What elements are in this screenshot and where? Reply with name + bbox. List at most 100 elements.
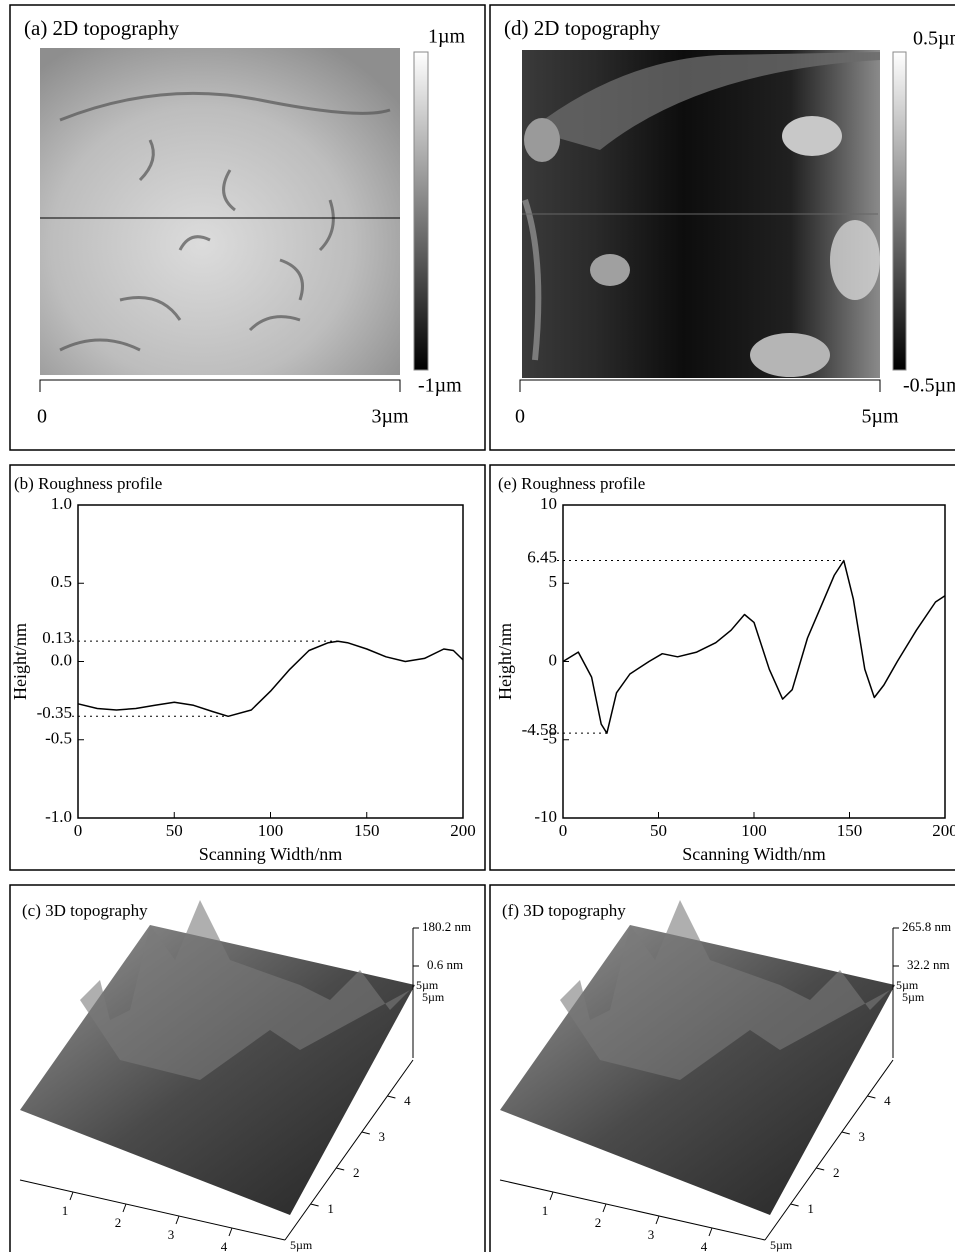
colorbar-min: -0.5µm	[903, 375, 955, 397]
x-tick-label: 2	[595, 1215, 602, 1230]
topography-image	[40, 48, 400, 375]
panel-title: (f) 3D topography	[502, 901, 626, 920]
plot-frame	[562, 504, 946, 819]
y-tick-label: 4	[884, 1093, 891, 1108]
x-tick-label: 150	[837, 821, 863, 840]
x-tick-label: 200	[932, 821, 955, 840]
x-tick-label: 3	[648, 1227, 655, 1242]
scale-bar	[519, 379, 881, 392]
x-tick	[69, 1191, 74, 1201]
colorbar-min: -1µm	[418, 375, 462, 397]
colorbar-max: 0.5µm	[913, 28, 955, 50]
z-tick-label: 32.2 nm	[907, 957, 950, 972]
scale-start: 0	[37, 406, 47, 428]
annotation-label: -0.35	[37, 703, 72, 722]
x-tick-label: 0	[74, 821, 83, 840]
chart-title: (e) Roughness profile	[498, 474, 645, 493]
y-axis	[284, 1059, 414, 1241]
x-tick-label: 50	[650, 821, 667, 840]
y-tick	[816, 1167, 825, 1171]
colorbar	[413, 51, 429, 371]
x-tick-label: 2	[115, 1215, 122, 1230]
x-tick-label: 0	[559, 821, 568, 840]
x-tick-label: 1	[542, 1203, 549, 1218]
surface-peaks	[560, 900, 890, 1080]
data-line	[77, 640, 464, 718]
x-tick	[549, 1191, 554, 1201]
y-axis-end: 5µm	[422, 990, 445, 1004]
x-tick-label: 3	[168, 1227, 175, 1242]
panel-frames	[9, 4, 955, 1252]
scale-bar	[39, 379, 401, 392]
x-tick	[602, 1203, 607, 1213]
y-axis	[764, 1059, 894, 1241]
y-tick-label: 0.0	[51, 650, 72, 669]
z-tick-label: 180.2 nm	[422, 919, 471, 934]
z-axis-end: 5µm	[896, 978, 919, 992]
x-tick	[122, 1203, 127, 1213]
x-tick	[708, 1227, 713, 1237]
plot-frame	[77, 504, 464, 819]
panel-title: (a) 2D topography	[24, 16, 180, 40]
y-tick-label: 0.5	[51, 572, 72, 591]
y-axis-end: 5µm	[902, 990, 925, 1004]
y-axis-title: Height/nm	[10, 623, 30, 700]
y-tick-label: 2	[833, 1165, 840, 1180]
x-tick-label: 4	[221, 1239, 228, 1252]
annotation-label: -4.58	[522, 720, 557, 739]
y-tick-label: 1	[327, 1201, 334, 1216]
y-tick	[790, 1203, 799, 1207]
y-tick-label: -1.0	[45, 807, 72, 826]
y-tick	[387, 1095, 396, 1099]
y-tick-label: 5	[549, 572, 558, 591]
y-tick-label: 1.0	[51, 494, 72, 513]
y-tick-label: 3	[379, 1129, 386, 1144]
x-axis-title: Scanning Width/nm	[682, 844, 825, 864]
data-line	[562, 559, 946, 734]
y-tick-label: 10	[540, 494, 557, 513]
z-tick-label: 0.6 nm	[427, 957, 463, 972]
y-tick	[867, 1095, 876, 1099]
y-tick	[336, 1167, 345, 1171]
x-axis-end: 5µm	[290, 1238, 313, 1252]
z-tick-label: 265.8 nm	[902, 919, 951, 934]
x-tick-label: 100	[741, 821, 767, 840]
x-axis	[19, 1179, 286, 1241]
y-tick-label: 1	[807, 1201, 814, 1216]
panel-frame	[489, 464, 955, 871]
x-tick-label: 50	[166, 821, 183, 840]
x-tick	[175, 1215, 180, 1225]
y-tick-label: -0.5	[45, 729, 72, 748]
x-tick	[228, 1227, 233, 1237]
panel-frame	[489, 4, 955, 451]
x-axis-title: Scanning Width/nm	[199, 844, 342, 864]
panel-frame	[9, 884, 486, 1252]
colorbar	[892, 51, 907, 371]
y-axis-title: Height/nm	[495, 623, 515, 700]
z-axis-end: 5µm	[416, 978, 439, 992]
y-tick-label: 2	[353, 1165, 360, 1180]
scale-start: 0	[515, 406, 525, 428]
x-axis-end: 5µm	[770, 1238, 793, 1252]
x-tick	[655, 1215, 660, 1225]
y-tick-label: 4	[404, 1093, 411, 1108]
y-tick-label: -10	[534, 807, 557, 826]
y-tick	[841, 1131, 850, 1135]
chart-title: (b) Roughness profile	[14, 474, 162, 493]
colorbar-max: 1µm	[428, 26, 466, 48]
x-tick-label: 100	[258, 821, 284, 840]
y-tick-label: 0	[549, 650, 558, 669]
surface-features	[59, 91, 391, 352]
x-tick-label: 200	[450, 821, 476, 840]
annotation-label: 6.45	[527, 547, 557, 566]
x-tick-label: 150	[354, 821, 380, 840]
scale-end: 3µm	[371, 406, 409, 428]
x-axis	[499, 1179, 766, 1241]
panel-title: (c) 3D topography	[22, 901, 148, 920]
y-tick	[361, 1131, 370, 1135]
y-tick	[310, 1203, 319, 1207]
